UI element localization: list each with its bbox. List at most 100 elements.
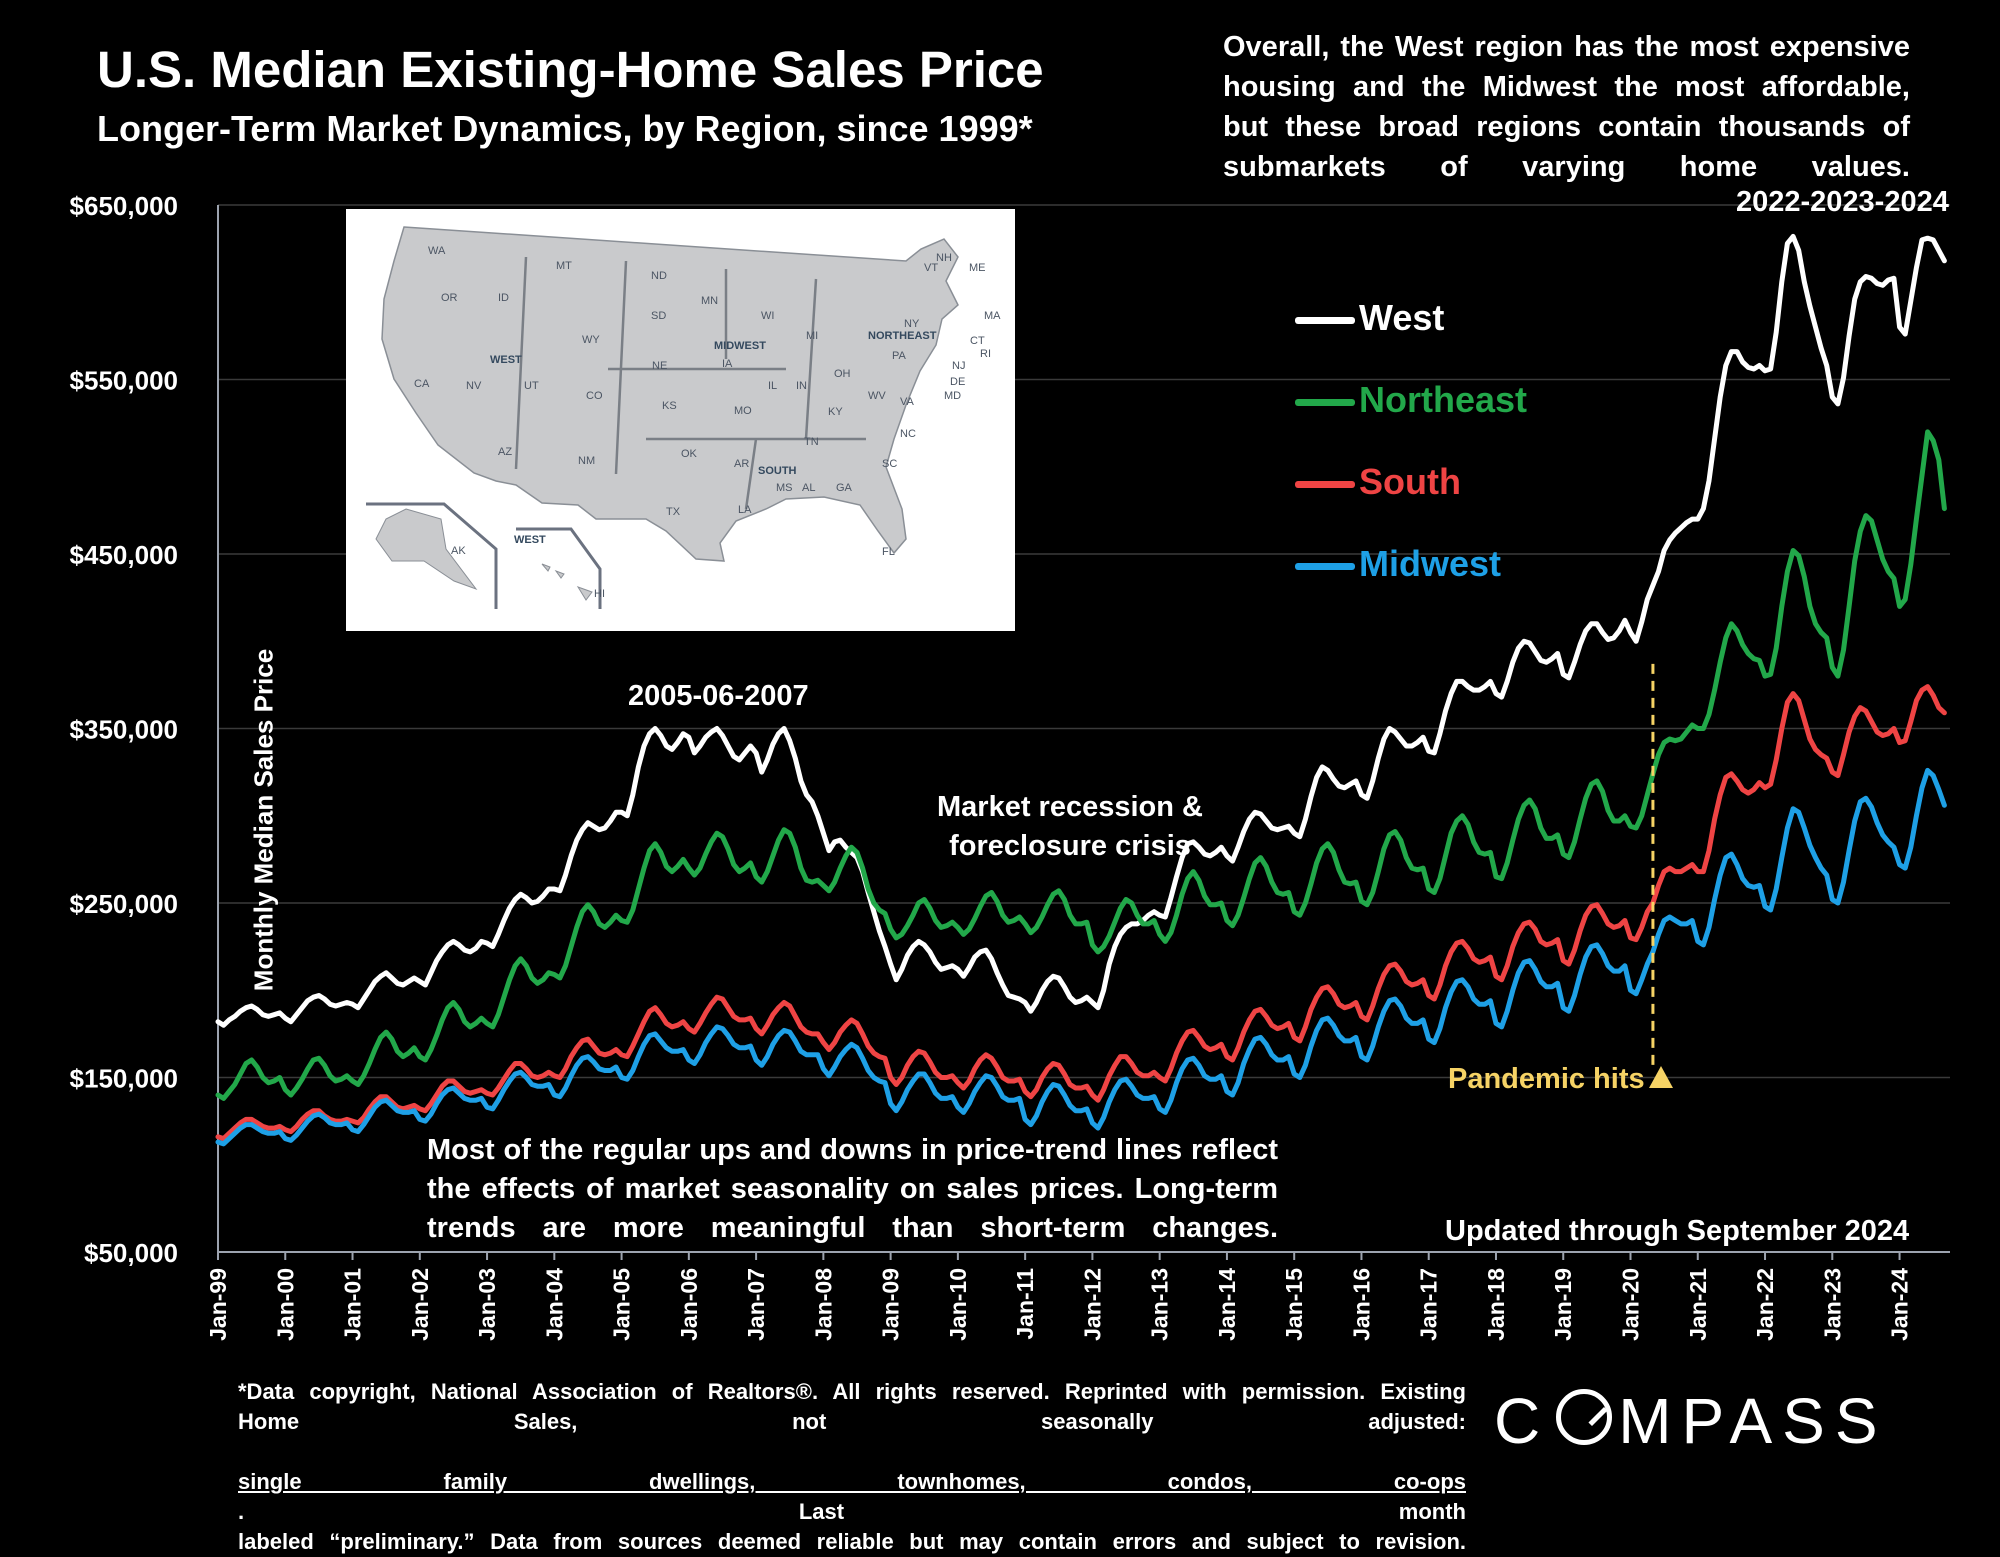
annotation-pandemic-text: Pandemic hits — [1448, 1063, 1645, 1095]
legend-item-west: West — [1295, 297, 1444, 339]
y-tick-label: $650,000 — [70, 191, 178, 221]
inset-divider — [516, 527, 602, 609]
top-note-line: submarkets of varying home values. — [1223, 151, 1910, 183]
compass-logo: C MPASS — [1494, 1384, 1888, 1458]
series-line-midwest — [215, 767, 1947, 1147]
map-state-label: NH — [936, 252, 952, 264]
map-state-label: MS — [776, 482, 793, 494]
x-tick-label: Jan-22 — [1752, 1268, 1778, 1341]
map-state-label: NY — [904, 318, 920, 330]
map-state-label: NJ — [952, 360, 965, 372]
x-tick-label: Jan-04 — [541, 1268, 567, 1341]
map-region-label: NORTHEAST — [868, 330, 937, 342]
map-state-label: SD — [651, 310, 666, 322]
x-tick-label: Jan-21 — [1685, 1268, 1711, 1341]
legend-label: West — [1359, 297, 1445, 338]
top-note-line: Overall, the West region has the most ex… — [1223, 31, 1910, 63]
x-tick-label: Jan-15 — [1281, 1268, 1307, 1341]
x-tick-label: Jan-07 — [743, 1268, 769, 1341]
map-region-label: SOUTH — [758, 465, 797, 477]
series-lines — [215, 233, 1947, 1147]
x-tick-label: Jan-19 — [1550, 1268, 1576, 1341]
footnote-line: labeled “preliminary.” Data from sources… — [238, 1529, 1466, 1554]
legend-item-south: South — [1295, 461, 1461, 503]
x-tick-label: Jan-18 — [1483, 1268, 1509, 1341]
footnote: *Data copyright, National Association of… — [238, 1377, 1466, 1557]
map-state-label: IL — [768, 380, 777, 392]
annotation-2005-peak: 2005-06-2007 — [628, 680, 809, 712]
annotation-2022-peak: 2022-2023-2024 — [1736, 186, 1949, 218]
y-tick-label: $50,000 — [84, 1238, 178, 1268]
annotation-recession-line: Market recession & — [937, 791, 1203, 823]
map-state-label: DE — [950, 376, 965, 388]
map-state-label: LA — [738, 504, 752, 516]
map-state-label: UT — [524, 380, 539, 392]
legend-item-northeast: Northeast — [1295, 379, 1527, 421]
top-note-line: housing and the Midwest the most afforda… — [1223, 71, 1910, 103]
map-state-label: ME — [969, 262, 986, 274]
y-tick-label: $450,000 — [70, 540, 178, 570]
map-state-label: VT — [924, 262, 938, 274]
map-state-label: NV — [466, 380, 482, 392]
annotation-pandemic: Pandemic hits — [1448, 1063, 1673, 1096]
x-tick-label: Jan-24 — [1887, 1268, 1913, 1341]
seasonality-note-line: trends are more meaningful than short-te… — [427, 1212, 1278, 1244]
x-tick-label: Jan-17 — [1416, 1268, 1442, 1341]
series-line-northeast — [215, 429, 1947, 1101]
map-state-label: ID — [498, 292, 509, 304]
map-state-label: WI — [761, 310, 774, 322]
x-tick-label: Jan-06 — [676, 1268, 702, 1341]
map-state-label: NC — [900, 428, 916, 440]
map-state-label: WA — [428, 245, 446, 257]
map-state-label: VA — [900, 396, 915, 408]
map-state-label: WY — [582, 334, 600, 346]
map-state-label: WV — [868, 390, 886, 402]
x-tick-label: Jan-08 — [810, 1268, 836, 1341]
x-tick-label: Jan-20 — [1618, 1268, 1644, 1341]
footnote-text: . Last month — [238, 1499, 1466, 1524]
triangle-up-icon — [1648, 1066, 1673, 1088]
top-note-line: but these broad regions contain thousand… — [1223, 111, 1910, 143]
y-tick-label: $350,000 — [70, 715, 178, 745]
logo-text: MPASS — [1618, 1385, 1888, 1457]
x-tick-label: Jan-05 — [609, 1268, 635, 1341]
region-borders — [514, 256, 866, 510]
page-subtitle: Longer-Term Market Dynamics, by Region, … — [97, 108, 1033, 149]
map-state-label: MA — [984, 310, 1001, 322]
x-tick-label: Jan-03 — [474, 1268, 500, 1341]
map-state-label: MD — [944, 390, 961, 402]
map-state-label: OK — [681, 448, 698, 460]
legend-swatch — [1295, 480, 1355, 488]
map-state-label: TX — [666, 506, 681, 518]
map-state-label: FL — [882, 546, 895, 558]
map-state-label: AL — [802, 482, 815, 494]
legend-swatch — [1295, 562, 1355, 570]
annotation-updated: Updated through September 2024 — [1445, 1215, 1910, 1247]
map-state-label: KY — [828, 406, 843, 418]
map-state-label: KS — [662, 400, 677, 412]
inset-divider — [366, 502, 498, 609]
x-tick-label: Jan-09 — [878, 1268, 904, 1341]
footnote-line: *Data copyright, National Association of… — [238, 1379, 1466, 1404]
map-state-label: RI — [980, 348, 991, 360]
map-state-label: MO — [734, 405, 752, 417]
footnote-property-types: single family dwellings, townhomes, cond… — [238, 1469, 1466, 1494]
legend-label: Northeast — [1359, 379, 1528, 420]
x-tick-label: Jan-99 — [205, 1268, 231, 1341]
map-state-label: MN — [701, 295, 718, 307]
alaska-shape — [375, 508, 478, 591]
y-tick-label: $550,000 — [70, 366, 178, 396]
y-tick-label: $250,000 — [70, 889, 178, 919]
annotation-recession-line: foreclosure crisis — [949, 830, 1191, 862]
x-tick-label: Jan-00 — [272, 1268, 298, 1341]
hawaii-shape — [541, 563, 593, 601]
map-state-label: CA — [414, 378, 430, 390]
map-state-label: GA — [836, 482, 853, 494]
axes: $50,000 $150,000 $250,000 $350,000 $450,000 $… — [70, 191, 1950, 1341]
map-region-label: MIDWEST — [714, 340, 766, 352]
logo-text: C — [1494, 1385, 1551, 1457]
annotation-recession: Market recession & foreclosure crisis — [860, 788, 1280, 866]
x-tick-label: Jan-12 — [1079, 1268, 1105, 1341]
series-line-south — [215, 684, 1947, 1142]
x-tick-label: Jan-14 — [1214, 1268, 1240, 1341]
